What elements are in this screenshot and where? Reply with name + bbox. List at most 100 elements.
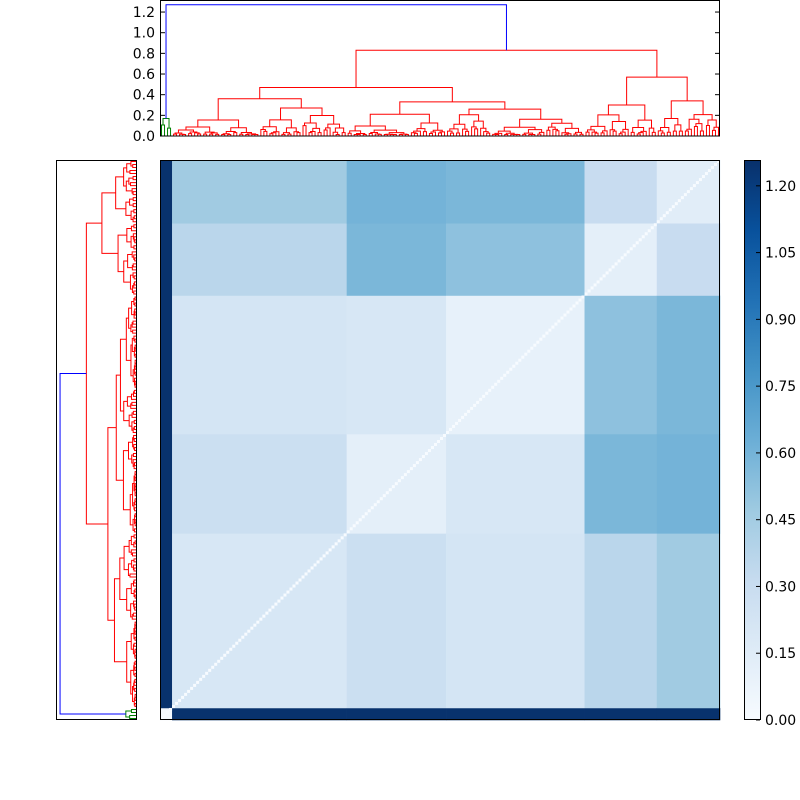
heatmap-diagonal-cell [596, 280, 600, 284]
heatmap-diagonal-cell [352, 524, 356, 528]
heatmap-diagonal-cell [704, 172, 708, 176]
dendrogram-link [474, 128, 479, 136]
dendrogram-link [471, 126, 477, 136]
heatmap-block-O-B [160, 433, 173, 534]
dendrogram-link [483, 131, 489, 136]
dendrogram-link [597, 114, 620, 127]
heatmap-block-B-C [346, 295, 447, 435]
dendrogram-link [296, 132, 301, 136]
dendrogram-link [705, 125, 710, 136]
dendrogram-link [129, 714, 136, 719]
dendrogram-link [132, 320, 136, 325]
dendrogram-link [107, 427, 117, 621]
dendrogram-link [127, 253, 133, 269]
dendrogram-link [133, 567, 136, 572]
heatmap-diagonal-cell [665, 211, 669, 215]
dendrogram-link [130, 708, 136, 713]
dendrogram-link [133, 290, 136, 295]
dendrogram-link [664, 118, 679, 128]
heatmap-diagonal-cell [695, 181, 699, 185]
dendrogram-link [611, 121, 627, 130]
heatmap-diagonal-cell [512, 364, 516, 368]
dendrogram-link [123, 260, 131, 283]
heatmap-block-C-B [446, 433, 585, 534]
dendrogram-link [134, 302, 136, 307]
heatmap-diagonal-cell [449, 427, 453, 431]
dendrogram-link [607, 104, 646, 121]
dendrogram-link [134, 338, 136, 343]
dendrogram-link [711, 129, 716, 136]
y-tick-label: 1.2 [133, 5, 155, 21]
heatmap-diagonal-cell [178, 698, 182, 702]
heatmap-diagonal-cell [226, 650, 230, 654]
heatmap-diagonal-cell [506, 370, 510, 374]
heatmap-diagonal-cell [602, 274, 606, 278]
dendrogram-link [670, 100, 704, 119]
heatmap-diagonal-cell [244, 632, 248, 636]
dendrogram-link [693, 126, 698, 136]
dendrogram-link [125, 710, 132, 718]
dendrogram-link [132, 176, 136, 181]
heatmap-diagonal-cell [319, 557, 323, 561]
dendrogram-link [530, 133, 536, 136]
heatmap-diagonal-cell [716, 160, 720, 164]
dendrogram-link [134, 594, 136, 599]
dendrogram-link [134, 382, 136, 388]
heatmap-diagonal-cell [412, 464, 416, 468]
heatmap-diagonal-cell [376, 500, 380, 504]
dendrogram-link [302, 125, 307, 136]
colorbar-tick-label: 0.30 [765, 579, 796, 595]
heatmap-diagonal-cell [455, 421, 459, 425]
heatmap-diagonal-cell [611, 265, 615, 269]
heatmap-diagonal-cell [400, 476, 404, 480]
heatmap-diagonal-cell [331, 545, 335, 549]
dendrogram-link [133, 581, 136, 587]
heatmap-diagonal-cell [238, 638, 242, 642]
heatmap-diagonal-cell [578, 298, 582, 302]
heatmap-diagonal-cell [527, 349, 531, 353]
dendrogram-link [134, 660, 136, 665]
dendrogram-link [132, 612, 136, 617]
dendrogram-link [134, 521, 136, 527]
heatmap-diagonal-cell [632, 244, 636, 248]
dendrogram-link [85, 222, 108, 525]
heatmap-diagonal-cell [271, 605, 275, 609]
heatmap-diagonal-cell [163, 713, 167, 717]
heatmap-diagonal-cell [662, 214, 666, 218]
dendrogram-link [165, 4, 507, 119]
colorbar-tick-label: 1.05 [765, 246, 796, 262]
dendrogram-link [132, 453, 136, 458]
dendrogram-link [125, 201, 132, 216]
dendrogram-link [133, 245, 136, 250]
dendrogram-link [132, 564, 136, 570]
dendrogram-link [233, 132, 238, 136]
heatmap-diagonal-cell [343, 533, 347, 537]
heatmap-block-A-O [172, 707, 347, 721]
heatmap-diagonal-cell [241, 635, 245, 639]
heatmap-block-C-E [446, 160, 585, 224]
dendrogram-link [117, 234, 127, 273]
heatmap-diagonal-cell [310, 566, 314, 570]
heatmap-diagonal-cell [235, 641, 239, 645]
dendrogram-link [323, 129, 328, 136]
heatmap-diagonal-cell [379, 497, 383, 501]
heatmap-diagonal-cell [211, 665, 215, 669]
heatmap-block-E-O [656, 707, 721, 721]
heatmap-diagonal-cell [458, 418, 462, 422]
dendrogram-link [134, 296, 136, 301]
heatmap-diagonal-cell [644, 232, 648, 236]
heatmap-diagonal-cell [406, 470, 410, 474]
heatmap-diagonal-cell [295, 581, 299, 585]
heatmap-diagonal-cell [701, 175, 705, 179]
dendrogram-link [119, 557, 127, 600]
heatmap-diagonal-cell [647, 229, 651, 233]
dendrogram-link [134, 588, 136, 593]
heatmap-diagonal-cell [382, 494, 386, 498]
dendrogram-link [129, 198, 134, 206]
heatmap-diagonal-cell [620, 256, 624, 260]
heatmap-diagonal-cell [172, 704, 176, 708]
dendrogram-link [131, 614, 136, 620]
heatmap-diagonal-cell [313, 563, 317, 567]
dendrogram-link [134, 702, 136, 707]
dendrogram-link [672, 130, 677, 136]
